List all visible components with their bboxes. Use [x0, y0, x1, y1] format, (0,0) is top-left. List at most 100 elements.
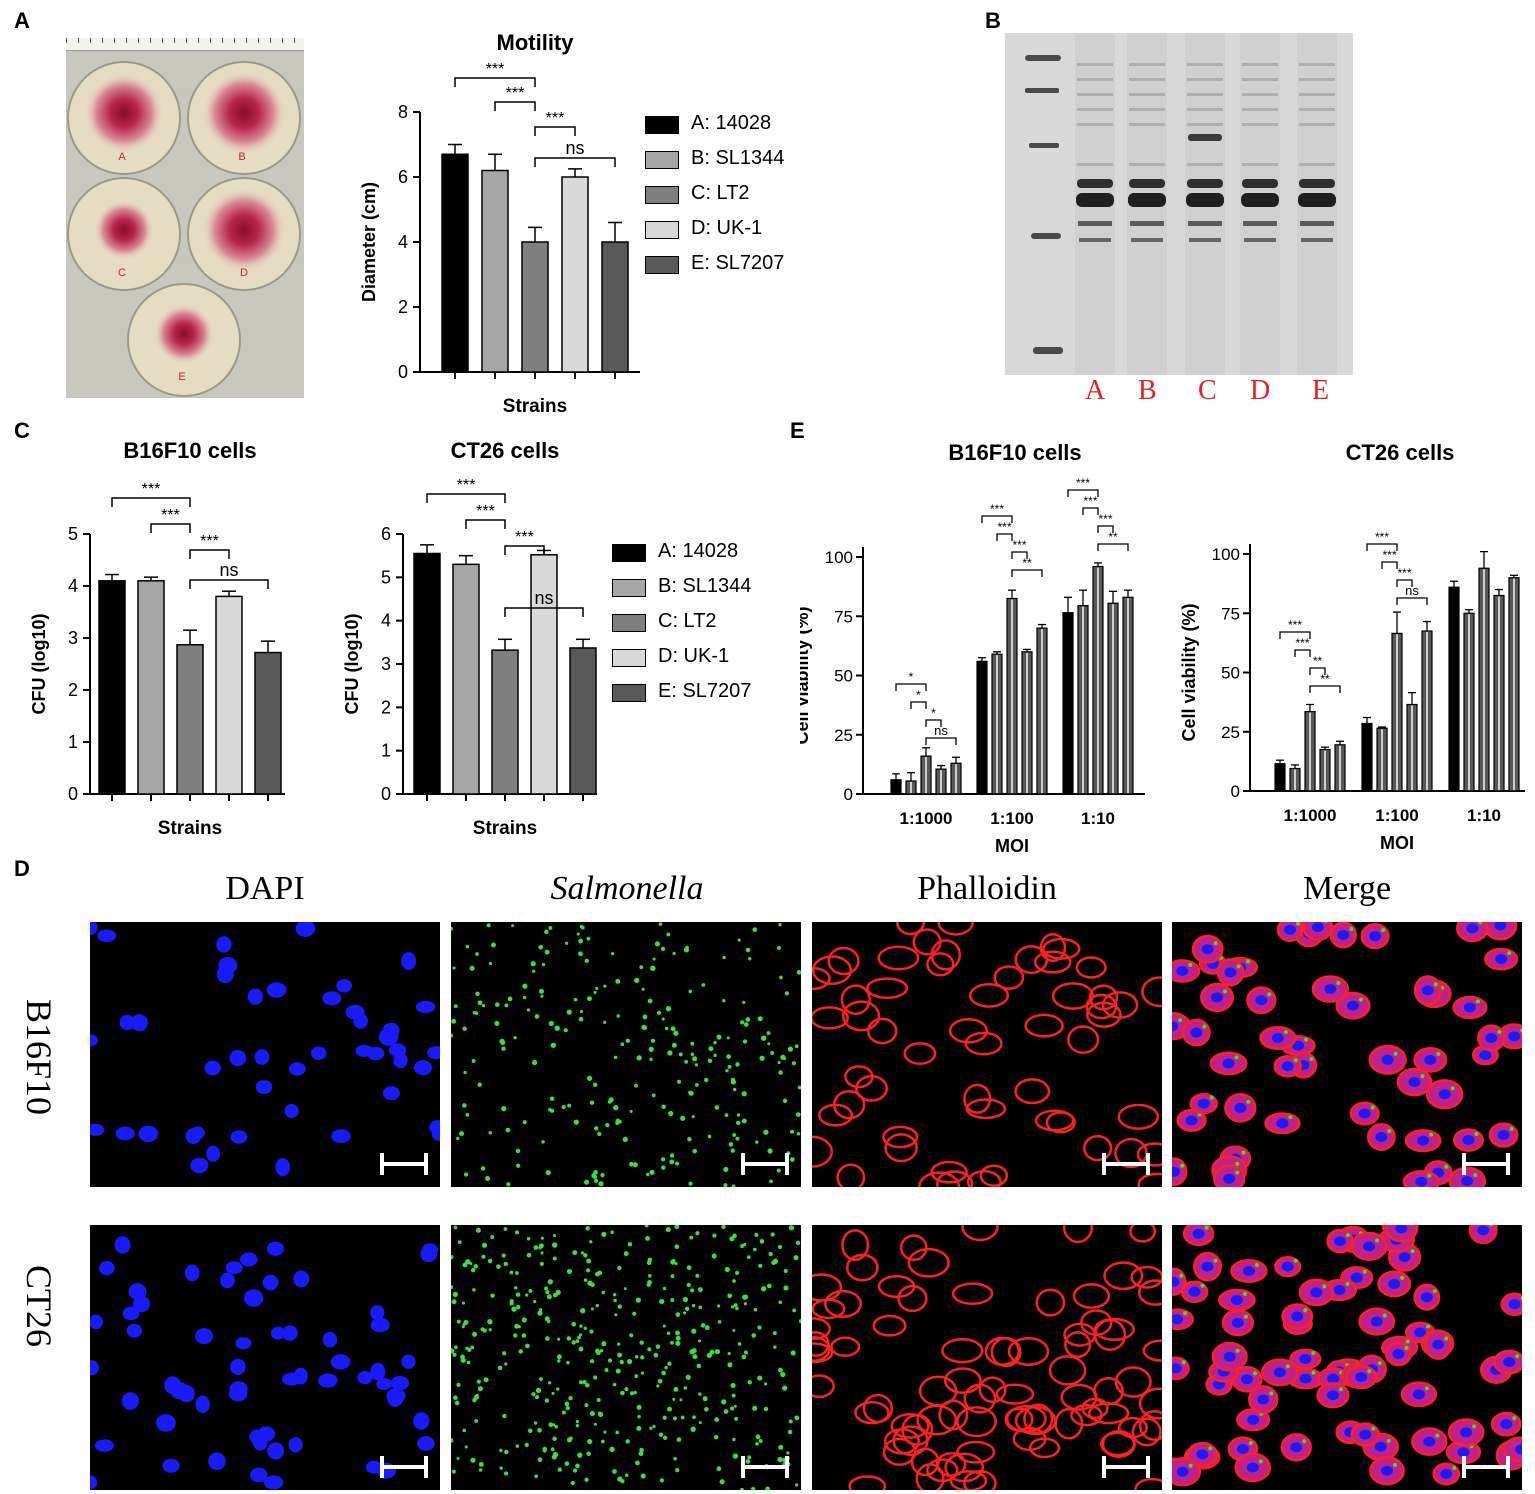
nucleus — [264, 1475, 284, 1490]
bacterium — [759, 1055, 765, 1061]
bacterium — [753, 1307, 758, 1312]
bacterium — [451, 1348, 455, 1354]
significance-bracket — [534, 126, 576, 136]
bar — [254, 651, 282, 795]
bacterium — [779, 975, 783, 980]
bacterium — [584, 1179, 590, 1185]
bacterium — [476, 1379, 481, 1384]
actin-outline — [1039, 933, 1067, 963]
y-tick-label: 4 — [398, 232, 408, 252]
bacterium — [580, 1308, 586, 1314]
bacterium — [727, 1293, 733, 1299]
nucleus — [218, 956, 238, 974]
nucleus — [128, 1283, 147, 1300]
scale-bar — [1102, 1456, 1150, 1478]
bacterium — [613, 1055, 618, 1060]
bacterium — [593, 1170, 598, 1175]
nucleus — [204, 1060, 221, 1076]
merged-bacterium — [1444, 1164, 1449, 1169]
bacterium — [595, 986, 599, 990]
nucleus — [90, 1123, 105, 1136]
viability-b16f10-title: B16F10 cells — [948, 440, 1082, 465]
significance-label: *** — [1076, 478, 1090, 490]
actin-outline — [1045, 1111, 1076, 1134]
bacterium — [687, 1137, 692, 1142]
significance-label: *** — [161, 507, 180, 524]
merged-bacterium — [1436, 1051, 1441, 1056]
actin-outline — [1086, 1001, 1122, 1028]
significance-bracket — [150, 523, 191, 533]
bacterium — [578, 1016, 584, 1022]
bacterium — [486, 923, 491, 928]
actin-outline — [836, 1163, 866, 1187]
bacterium — [686, 1282, 691, 1288]
nucleus — [206, 1145, 221, 1162]
merged-bacterium — [1433, 982, 1438, 987]
bacterium — [662, 1286, 667, 1291]
merged-nucleus — [1355, 1372, 1368, 1383]
bacterium — [794, 1044, 799, 1049]
x-tick-label: 1:100 — [990, 809, 1033, 828]
actin-outline — [877, 945, 920, 971]
bacterium — [683, 1386, 688, 1390]
merged-bacterium — [1371, 1426, 1376, 1431]
merged-bacterium — [1241, 1150, 1246, 1155]
bacterium — [677, 1079, 682, 1084]
bar — [1274, 763, 1286, 792]
bacterium — [571, 1321, 577, 1327]
y-tick-label: 0 — [1231, 782, 1240, 801]
faint-band — [1242, 63, 1278, 66]
bacterium — [675, 1467, 680, 1473]
nucleus — [378, 1027, 399, 1046]
faint-band — [1299, 93, 1335, 96]
merged-bacterium — [1512, 1416, 1517, 1421]
nucleus — [413, 1412, 430, 1430]
bacterium — [611, 951, 615, 956]
significance-bracket — [1396, 579, 1413, 587]
significance-label: *** — [457, 478, 476, 494]
merged-bacterium — [1435, 1433, 1440, 1438]
merged-nucleus — [1246, 1462, 1259, 1473]
actin-outline — [961, 1225, 999, 1242]
actin-outline — [1062, 1225, 1094, 1244]
bacterium — [796, 969, 801, 975]
merged-nucleus — [1414, 1327, 1427, 1338]
bacterium — [532, 969, 536, 973]
nucleus — [415, 1000, 436, 1013]
bacterium — [537, 1310, 543, 1316]
merged-nucleus — [1457, 1447, 1470, 1458]
bacterium — [754, 1232, 759, 1237]
bacterium — [783, 1285, 789, 1291]
faint-band — [1187, 93, 1223, 96]
significance-bracket — [465, 519, 506, 529]
merged-nucleus — [1223, 1351, 1236, 1362]
bacterium — [634, 1354, 639, 1359]
bacterium — [737, 938, 741, 942]
band — [1130, 221, 1164, 226]
x-axis-label: MOI — [995, 836, 1029, 856]
merged-bacterium — [1180, 1163, 1185, 1168]
bacterium — [697, 1339, 702, 1343]
bacterium — [777, 1456, 783, 1463]
bacterium — [728, 1142, 734, 1147]
y-tick-label: 1 — [381, 741, 391, 761]
plate-label: D — [240, 267, 248, 279]
actin-outline — [812, 1342, 834, 1364]
band — [1188, 221, 1222, 226]
scale-bar — [1462, 1153, 1510, 1175]
merged-bacterium — [1252, 1371, 1257, 1376]
bacterium — [566, 1336, 572, 1341]
bacterium — [698, 1392, 702, 1396]
y-axis-label: Cell viability (%) — [1180, 603, 1199, 741]
nucleus — [257, 1426, 276, 1442]
bacterium — [675, 1312, 681, 1317]
bacterium — [706, 1352, 713, 1359]
nucleus — [90, 1475, 98, 1490]
bacterium — [700, 1323, 706, 1328]
bacterium — [518, 1349, 523, 1354]
bacterium — [466, 1360, 471, 1365]
nucleus — [195, 1395, 210, 1414]
merged-nucleus — [1388, 1278, 1401, 1289]
bacterium — [616, 1342, 621, 1346]
